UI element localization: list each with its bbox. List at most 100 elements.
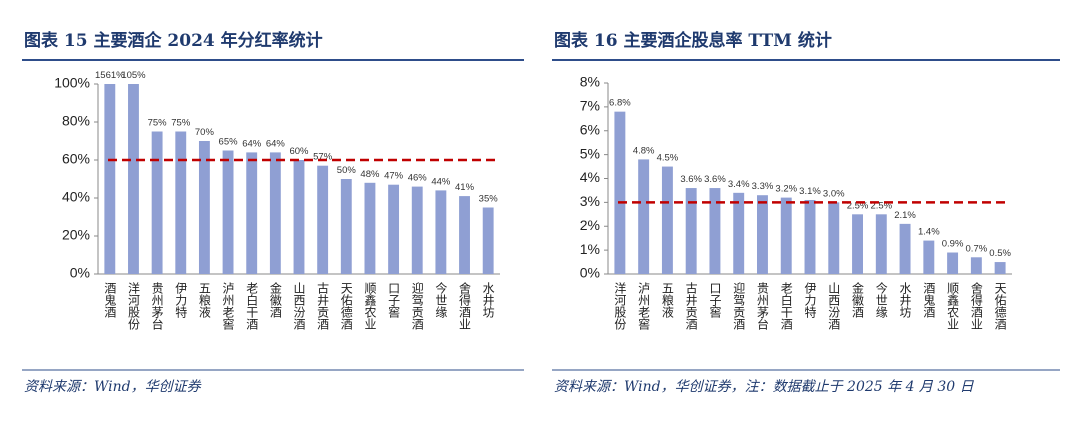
bar: [828, 202, 840, 274]
value-label: 44%: [431, 176, 451, 187]
y-tick-label: 80%: [62, 113, 90, 129]
y-tick-label: 0%: [70, 265, 90, 281]
bar: [198, 141, 210, 274]
bar: [947, 252, 959, 274]
x-tick-label: 伊力特: [803, 282, 817, 318]
value-label: 3.1%: [799, 186, 821, 197]
y-tick-label: 5%: [580, 145, 600, 161]
y-tick-label: 3%: [580, 193, 600, 209]
y-tick-label: 1%: [580, 241, 600, 257]
bar: [685, 188, 697, 274]
value-label: 3.2%: [775, 184, 797, 195]
value-label: 75%: [171, 118, 191, 129]
bar: [364, 182, 376, 274]
value-label: 70%: [195, 127, 215, 138]
value-label: 3.6%: [680, 174, 702, 185]
y-tick-label: 7%: [580, 98, 600, 114]
value-label: 35%: [479, 194, 499, 205]
bar: [614, 111, 626, 274]
y-tick-label: 20%: [62, 227, 90, 243]
bar: [994, 262, 1006, 274]
x-tick-label: 金徽酒: [268, 281, 282, 318]
x-tick-label: 老白干酒: [245, 282, 259, 330]
x-tick-label: 酒鬼酒: [922, 282, 936, 318]
bars: [614, 111, 1006, 274]
bars: [104, 84, 494, 274]
bar: [923, 240, 935, 274]
x-tick-label: 泸州老窖: [221, 282, 235, 331]
value-label: 47%: [384, 171, 404, 182]
bar: [340, 179, 352, 274]
y-tick-label: 8%: [580, 74, 600, 90]
x-tick-label: 迎驾贡酒: [732, 282, 746, 330]
value-label: 50%: [337, 165, 357, 176]
bar: [970, 257, 982, 274]
value-label: 75%: [148, 118, 168, 129]
bar: [151, 131, 163, 274]
value-label: 2.5%: [870, 200, 892, 211]
chart-title: 图表 16 主要酒企股息率 TTM 统计: [554, 30, 832, 51]
x-tick-label: 口子窖: [708, 282, 722, 319]
y-tick-label: 40%: [62, 189, 90, 205]
bar: [246, 152, 258, 274]
y-tick-label: 0%: [580, 265, 600, 281]
value-label: 46%: [408, 173, 428, 184]
bar: [780, 197, 792, 274]
x-tick-label: 洋河股份: [613, 281, 627, 330]
bar: [104, 84, 116, 274]
x-tick-label: 天佑德酒: [993, 282, 1007, 330]
x-tick-label: 金徽酒: [851, 281, 865, 318]
x-tick-label: 水井坊: [898, 282, 912, 318]
value-label: 105%: [121, 70, 146, 81]
y-tick-label: 60%: [62, 151, 90, 167]
bar: [128, 84, 139, 274]
value-label: 48%: [360, 169, 380, 180]
bar: [757, 195, 768, 274]
value-label: 0.5%: [989, 248, 1011, 259]
bar: [875, 214, 887, 274]
value-label: 4.8%: [633, 145, 655, 156]
value-label: 57%: [313, 152, 333, 163]
x-tick-label: 顺鑫农业: [946, 282, 960, 330]
x-tick-label: 酒鬼酒: [103, 282, 117, 318]
value-label: 6.8%: [609, 98, 631, 109]
bar: [459, 196, 470, 274]
y-tick-label: 6%: [580, 121, 600, 137]
value-label: 1561%: [95, 70, 125, 81]
x-tick-label: 今世缘: [434, 281, 448, 318]
bar: [709, 188, 721, 274]
x-tick-label: 五粮液: [197, 282, 211, 318]
value-label: 65%: [219, 137, 239, 148]
bar: [411, 186, 423, 274]
bar: [899, 223, 911, 274]
value-label: 3.4%: [728, 179, 750, 190]
bar: [388, 184, 400, 274]
bar: [733, 192, 745, 274]
value-label: 64%: [266, 138, 286, 149]
bar: [435, 190, 447, 274]
bar: [269, 152, 281, 274]
bar: [482, 207, 494, 274]
value-label: 64%: [242, 138, 262, 149]
y-tick-label: 100%: [54, 75, 90, 91]
x-tick-label: 古井贡酒: [316, 281, 330, 330]
bar: [661, 166, 673, 274]
value-label: 3.0%: [823, 188, 845, 199]
x-tick-label: 伊力特: [174, 282, 188, 318]
chart-title: 图表 15 主要酒企 2024 年分红率统计: [24, 30, 323, 51]
value-label: 0.7%: [966, 243, 988, 254]
x-tick-label: 古井贡酒: [684, 281, 698, 330]
bar: [317, 165, 329, 274]
value-label: 3.3%: [752, 181, 774, 192]
x-tick-label: 顺鑫农业: [363, 282, 377, 330]
x-tick-label: 贵州茅台: [150, 282, 164, 330]
source: 资料来源：Wind，华创证券: [24, 379, 202, 395]
x-tick-label: 水井坊: [481, 282, 495, 318]
value-label: 4.5%: [657, 153, 679, 164]
value-label: 2.5%: [847, 200, 869, 211]
x-tick-label: 贵州茅台: [755, 282, 769, 330]
bar: [804, 199, 816, 274]
x-tick-label: 泸州老窖: [637, 282, 651, 331]
x-tick-label: 五粮液: [660, 282, 674, 318]
x-tick-label: 山西汾酒: [827, 282, 841, 330]
